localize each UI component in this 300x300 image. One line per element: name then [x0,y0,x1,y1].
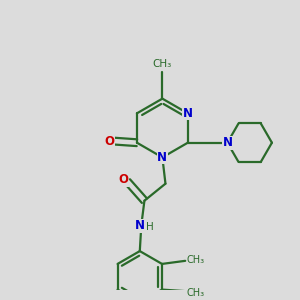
Text: N: N [158,151,167,164]
Text: N: N [183,107,193,120]
Text: CH₃: CH₃ [187,255,205,265]
Text: CH₃: CH₃ [153,58,172,69]
Text: O: O [119,173,129,187]
Text: N: N [135,219,145,232]
Text: H: H [146,222,154,232]
Text: O: O [104,135,114,148]
Text: CH₃: CH₃ [187,288,205,298]
Text: N: N [222,136,233,149]
